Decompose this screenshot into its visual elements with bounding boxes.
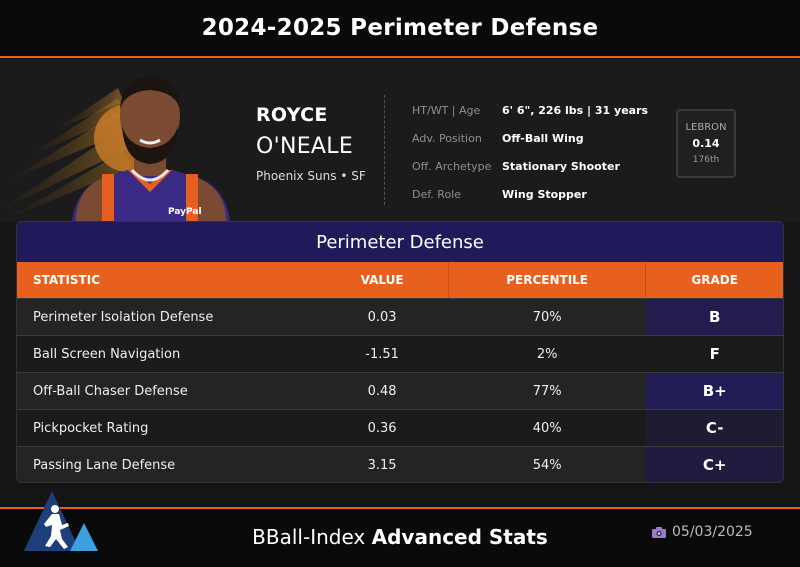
info-row: Adv. Position Off-Ball Wing [412,124,648,152]
player-team-position: Phoenix Suns • SF [256,169,366,183]
footer-brand: BBall-Index Advanced Stats [0,517,800,557]
player-photo: PayPal [72,76,230,222]
player-first-name: ROYCE [256,104,328,126]
stat-percentile: 70% [532,309,562,325]
info-label: Adv. Position [412,131,482,145]
lebron-label: LEBRON [685,122,727,133]
stat-percentile: 77% [532,383,562,399]
table-row: Off-Ball Chaser Defense 0.48 77% B+ [17,372,783,409]
page-title: 2024-2025 Perimeter Defense [201,15,599,41]
info-row: Off. Archetype Stationary Shooter [412,152,648,180]
column-header-statistic: STATISTIC [33,273,101,287]
date-text: 05/03/2025 [672,524,753,540]
info-label: Off. Archetype [412,159,492,173]
info-value: 6' 6", 226 lbs | 31 years [502,103,649,117]
panel-title: Perimeter Defense [17,222,783,262]
info-value: Off-Ball Wing [502,131,584,145]
header-bar: 2024-2025 Perimeter Defense [0,0,800,58]
stat-percentile: 40% [532,420,562,436]
stat-name: Off-Ball Chaser Defense [33,383,188,399]
lebron-value: 0.14 [692,137,720,150]
table-row: Pickpocket Rating 0.36 40% C- [17,409,783,446]
column-header-percentile: PERCENTILE [447,262,647,298]
stat-value: 0.03 [367,309,397,325]
stat-name: Passing Lane Defense [33,457,176,473]
player-info-list: HT/WT | Age 6' 6", 226 lbs | 31 years Ad… [412,96,648,208]
stat-name: Ball Screen Navigation [33,346,181,362]
stat-grade: C+ [646,447,783,482]
player-last-name: O'NEALE [256,134,354,159]
stats-panel: Perimeter Defense STATISTIC VALUE PERCEN… [16,221,784,483]
stat-percentile: 2% [536,346,558,362]
footer-date: 05/03/2025 [652,524,753,540]
stat-grade: B [646,299,783,335]
lebron-rank: 176th [692,155,720,165]
lebron-card: LEBRON 0.14 176th [676,109,736,178]
info-label: HT/WT | Age [412,103,481,117]
table-row: Passing Lane Defense 3.15 54% C+ [17,446,783,482]
table-row: Perimeter Isolation Defense 0.03 70% B [17,298,783,335]
stat-value: 0.36 [367,420,397,436]
brand-suffix: Advanced Stats [371,525,548,549]
profile-divider [384,95,385,205]
column-header-grade: GRADE [691,273,738,287]
stat-grade: F [646,336,783,372]
stat-value: 3.15 [367,457,397,473]
stat-value: -1.51 [365,346,399,362]
info-value: Wing Stopper [502,187,587,201]
info-value: Stationary Shooter [502,159,620,173]
stat-name: Pickpocket Rating [33,420,149,436]
stat-percentile: 54% [532,457,562,473]
player-name-block: ROYCE O'NEALE Phoenix Suns • SF [256,104,366,183]
footer-bar [0,507,800,567]
stat-name: Perimeter Isolation Defense [33,309,214,325]
bball-index-logo-icon [24,491,98,551]
stat-grade: C- [646,410,783,446]
stat-value: 0.48 [367,383,397,399]
jersey-sponsor: PayPal [168,207,202,217]
camera-icon [652,526,666,538]
stat-grade: B+ [646,373,783,409]
info-row: Def. Role Wing Stopper [412,180,648,208]
table-row: Ball Screen Navigation -1.51 2% F [17,335,783,372]
info-label: Def. Role [412,187,462,201]
table-body: Perimeter Isolation Defense 0.03 70% B B… [17,298,783,482]
info-row: HT/WT | Age 6' 6", 226 lbs | 31 years [412,96,648,124]
brand-prefix: BBall-Index [252,525,366,549]
table-header: STATISTIC VALUE PERCENTILE GRADE [17,262,783,298]
column-header-value: VALUE [360,273,404,287]
